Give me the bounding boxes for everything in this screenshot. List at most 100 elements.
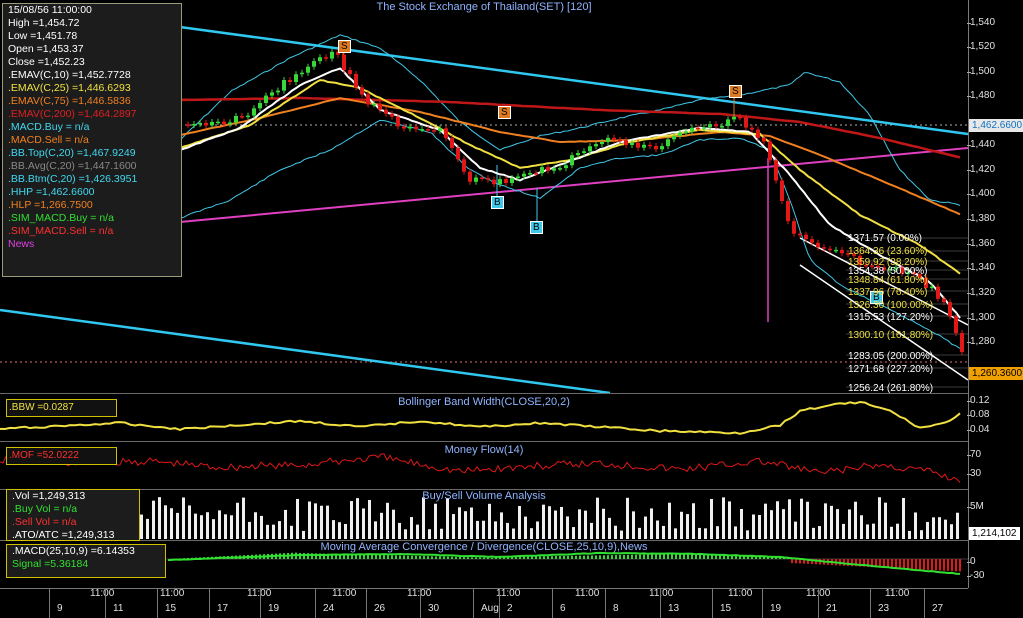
info-emav75: .EMAV(C,75) =1,446.5836 — [8, 95, 131, 107]
x-day-label: 27 — [932, 603, 944, 614]
x-time-label: 11:00 — [496, 588, 521, 599]
price-chart[interactable] — [0, 0, 968, 393]
fib-level-label: 1354.38 (50.00%) — [848, 266, 928, 277]
volume-bar — [386, 502, 389, 539]
volume-bar — [632, 511, 635, 539]
magenta-trendline — [179, 147, 968, 223]
volume-bar — [770, 510, 773, 539]
x-day-label: 15 — [720, 603, 732, 614]
candle-body — [564, 165, 568, 169]
candle-body — [522, 173, 526, 177]
fib-channel-line — [799, 237, 968, 326]
sell-signal-marker[interactable]: S — [729, 85, 742, 98]
price-axis[interactable] — [968, 0, 1023, 393]
price-panel[interactable] — [0, 0, 968, 394]
volume-bar — [722, 497, 725, 539]
volume-bar — [578, 509, 581, 539]
info-bb-btm: .BB.Btm(C,20) =1,426.3951 — [8, 173, 138, 185]
volume-bar — [494, 521, 497, 539]
candle-body — [570, 155, 574, 166]
info-macd-buy: .MACD.Buy = n/a — [8, 121, 90, 133]
volume-readout-box: .Vol =1,249,313 .Buy Vol = n/a .Sell Vol… — [6, 489, 140, 541]
x-time-label: 11:00 — [885, 588, 910, 599]
buy-signal-marker[interactable]: B — [491, 196, 504, 209]
candle-body — [822, 247, 826, 249]
candle-body — [900, 267, 904, 274]
volume-bar — [782, 509, 785, 539]
info-open: Open =1,453.37 — [8, 43, 84, 55]
y-tick: 1,280 — [966, 336, 996, 347]
candle-body — [198, 122, 202, 125]
buy-signal-marker[interactable]: B — [530, 221, 543, 234]
x-axis-separator — [762, 588, 763, 618]
volume-bar — [902, 497, 905, 539]
candle-body — [438, 128, 442, 131]
bbw-chart[interactable] — [0, 393, 968, 441]
volume-bar — [464, 511, 467, 539]
candle-body — [930, 286, 934, 289]
indicator-info-box[interactable]: 15/08/56 11:00:00 High =1,454.72 Low =1,… — [2, 3, 182, 277]
y-tick: 1,520 — [966, 41, 996, 52]
volume-bar — [314, 503, 317, 539]
volume-bar — [638, 527, 641, 539]
candle-body — [558, 168, 562, 170]
candle-body — [546, 167, 550, 171]
volume-bar — [506, 522, 509, 539]
candle-body — [798, 233, 802, 236]
volume-bar — [296, 498, 299, 539]
candle-body — [462, 159, 466, 172]
candle-body — [270, 92, 274, 96]
candle-body — [468, 171, 472, 182]
candle-body — [828, 248, 832, 251]
volume-bar — [320, 505, 323, 539]
volume-bar — [188, 505, 191, 539]
volume-bar — [794, 521, 797, 539]
x-day-label: 21 — [826, 603, 838, 614]
time-axis[interactable] — [0, 588, 968, 618]
candle-body — [402, 126, 406, 129]
candle-body — [954, 316, 958, 334]
volume-bar — [878, 497, 881, 539]
volume-bar — [158, 497, 161, 539]
buy-signal-marker[interactable]: B — [870, 291, 883, 304]
info-sim-macd-sell: .SIM_MACD.Sell = n/a — [8, 225, 114, 237]
volume-bar — [728, 501, 731, 539]
macd-chart[interactable] — [0, 540, 968, 588]
candle-body — [540, 167, 544, 174]
volume-bar — [758, 515, 761, 539]
candle-body — [228, 122, 232, 125]
candle-body — [804, 234, 808, 240]
sell-signal-marker[interactable]: S — [338, 40, 351, 53]
candle-body — [690, 127, 694, 132]
y-tick: 1,500 — [966, 66, 996, 77]
bbw-panel[interactable] — [0, 393, 968, 442]
volume-bar — [800, 498, 803, 539]
volume-bar — [302, 530, 305, 539]
candle-body — [552, 168, 556, 171]
money-flow-chart[interactable] — [0, 441, 968, 489]
fib-level-label: 1359.92 (38.20%) — [848, 257, 928, 268]
volume-bar — [932, 517, 935, 539]
money-flow-panel[interactable] — [0, 441, 968, 490]
candle-body — [342, 54, 346, 70]
volume-bar — [644, 516, 647, 539]
volume-bar — [572, 527, 575, 539]
x-time-label: 11:00 — [332, 588, 357, 599]
volume-bar — [950, 524, 953, 539]
x-axis-separator — [870, 588, 871, 618]
sell-signal-marker[interactable]: S — [498, 106, 511, 119]
volume-bar — [596, 497, 599, 539]
volume-panel[interactable] — [0, 489, 968, 541]
volume-bar — [446, 497, 449, 539]
candle-body — [330, 51, 334, 59]
volume-bar — [278, 521, 281, 539]
volume-bar — [326, 505, 329, 539]
volume-chart[interactable] — [0, 489, 968, 540]
candle-body — [534, 173, 538, 175]
candle-body — [672, 135, 676, 140]
volume-bar — [860, 515, 863, 539]
candle-body — [480, 177, 484, 179]
candle-body — [918, 274, 922, 278]
info-hlp: .HLP =1,266.7500 — [8, 199, 93, 211]
